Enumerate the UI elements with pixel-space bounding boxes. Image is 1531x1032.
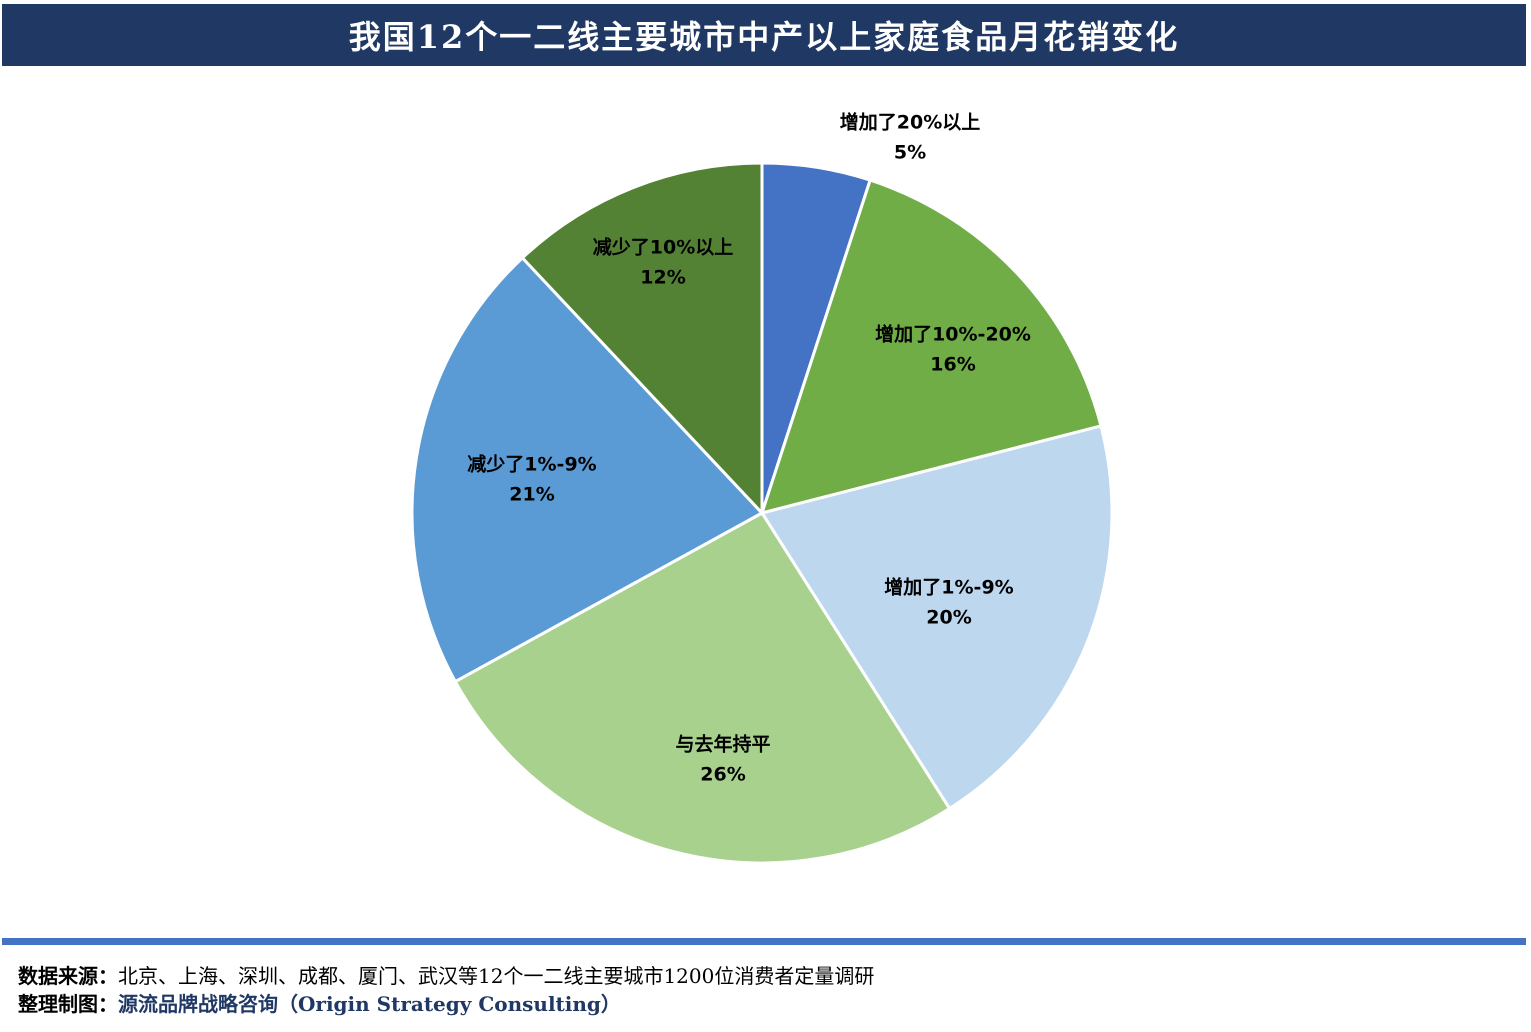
pie-slice bbox=[520, 161, 764, 515]
slice-category-label: 减少了10%以上 bbox=[593, 236, 733, 259]
data-source: 数据来源：北京、上海、深圳、成都、厦门、武汉等12个一二线主要城市1200位消费… bbox=[18, 960, 874, 989]
pie-labels: 增加了20%以上 5% 增加了10%-20% 16% 增加了1%-9% 20% 与去年持平 2… bbox=[467, 111, 1031, 786]
chart-title: 我国12个一二线主要城市中产以上家庭食品月花销变化 bbox=[348, 18, 1180, 56]
title-bar: 我国12个一二线主要城市中产以上家庭食品月花销变化 bbox=[2, 4, 1526, 66]
pie-slice bbox=[760, 178, 1103, 515]
slice-category-label: 增加了20%以上 bbox=[840, 111, 980, 134]
footer-divider bbox=[2, 938, 1526, 945]
slice-category-label: 增加了1%-9% bbox=[884, 576, 1013, 599]
pie-slice bbox=[760, 424, 1114, 811]
slice-value-label: 26% bbox=[700, 764, 745, 786]
chart-credit-value: 源流品牌战略咨询（Origin Strategy Consulting） bbox=[118, 992, 621, 1016]
chart-credit: 整理制图：源流品牌战略咨询（Origin Strategy Consulting… bbox=[18, 988, 621, 1017]
chart-credit-label: 整理制图： bbox=[18, 992, 118, 1016]
slice-category-label: 与去年持平 bbox=[675, 733, 770, 756]
pie-slice bbox=[410, 256, 764, 684]
slice-value-label: 21% bbox=[509, 484, 554, 506]
slice-category-label: 增加了10%-20% bbox=[875, 323, 1031, 346]
slice-value-label: 20% bbox=[926, 607, 971, 629]
data-source-label: 数据来源： bbox=[18, 964, 118, 988]
slice-category-label: 减少了1%-9% bbox=[467, 453, 596, 476]
pie-slices bbox=[410, 161, 1114, 865]
slice-value-label: 5% bbox=[894, 142, 926, 164]
slice-value-label: 16% bbox=[930, 354, 975, 376]
pie-slice bbox=[453, 511, 952, 865]
slice-value-label: 12% bbox=[640, 267, 685, 289]
data-source-value: 北京、上海、深圳、成都、厦门、武汉等12个一二线主要城市1200位消费者定量调研 bbox=[118, 964, 875, 988]
